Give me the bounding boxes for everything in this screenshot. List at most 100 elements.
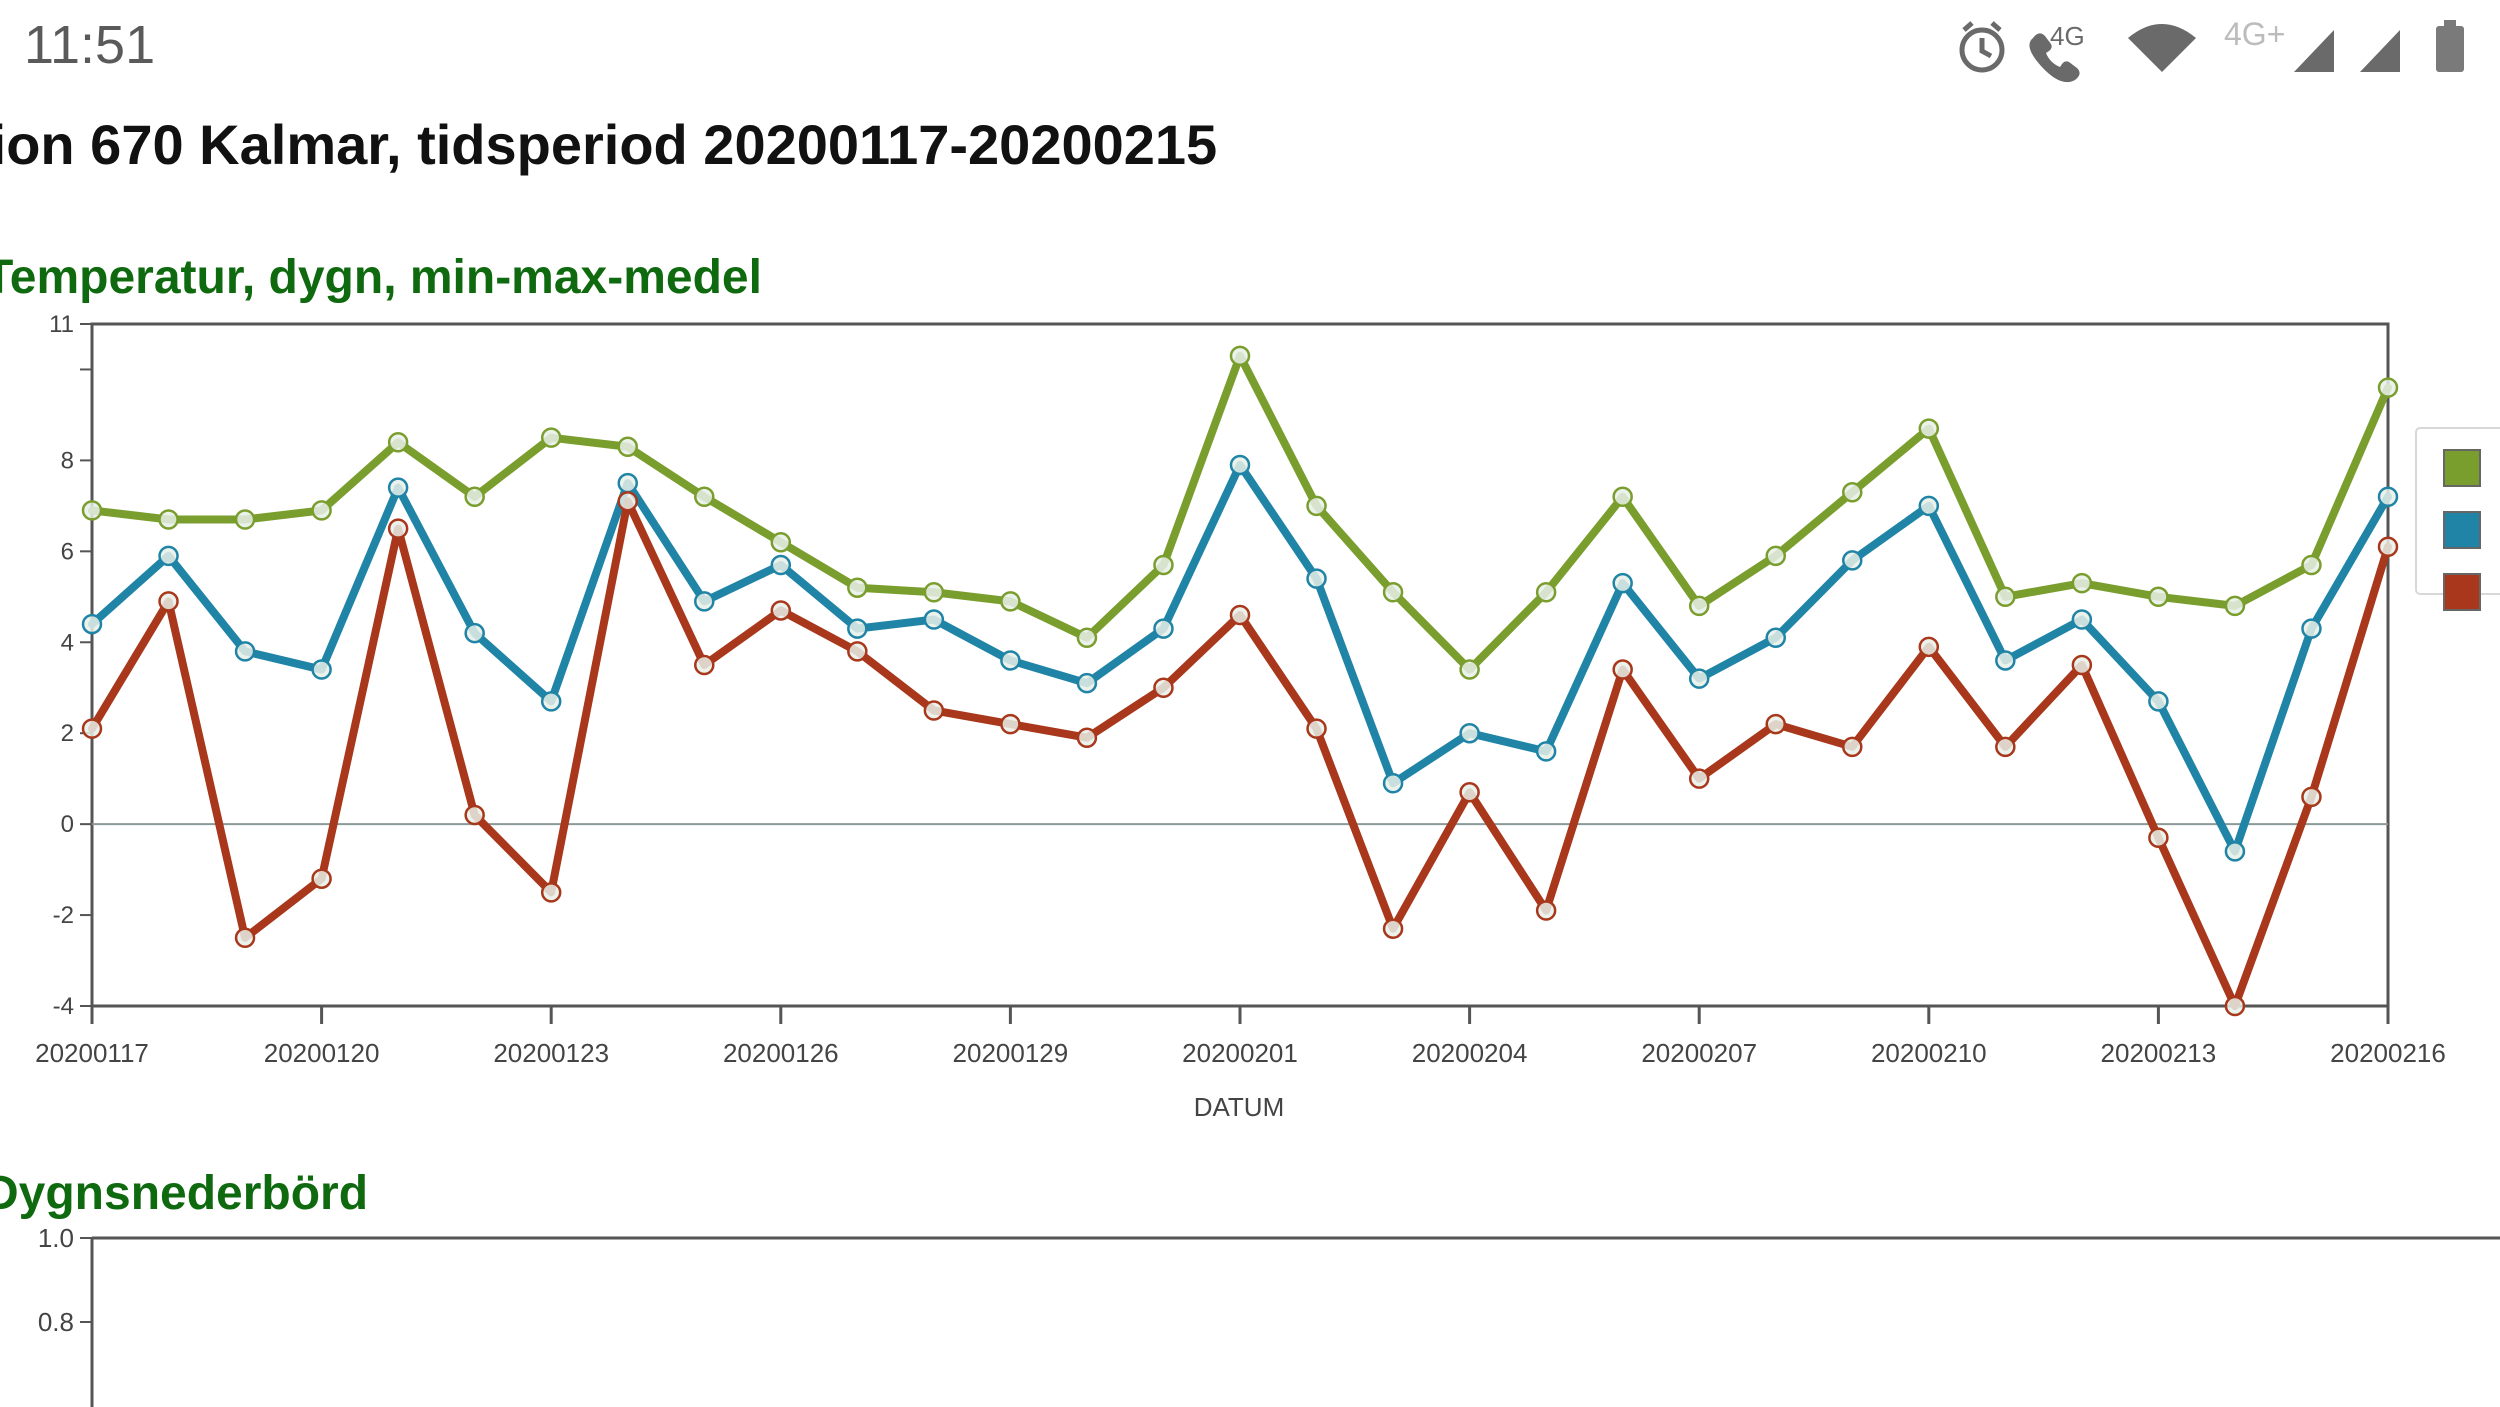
data-point: [2377, 377, 2399, 398]
data-point: [1000, 650, 1021, 671]
temperature-legend: [2415, 427, 2500, 611]
precipitation-chart-title: Dygnsnederbörd: [0, 1167, 369, 1220]
signal-icon: [2294, 30, 2334, 72]
y-tick-label: -4: [53, 993, 74, 1020]
data-point: [311, 500, 332, 521]
data-point: [2148, 827, 2169, 849]
data-point: [387, 518, 409, 539]
data-point: [1459, 782, 1480, 803]
series-line: [88, 497, 2392, 1010]
data-point: [847, 618, 868, 639]
data-point: [1229, 604, 1251, 626]
data-point: [770, 531, 792, 553]
alarm-icon: [1959, 21, 2005, 73]
data-point: [1153, 677, 1174, 698]
data-point: [2224, 595, 2246, 617]
data-point: [387, 431, 409, 453]
data-point: [464, 622, 485, 644]
data-point: [1612, 659, 1633, 680]
x-tick-label: 20200204: [1412, 1038, 1528, 1068]
data-point: [1688, 768, 1710, 789]
data-point: [464, 486, 485, 508]
data-point: [923, 609, 945, 630]
data-point: [617, 436, 638, 458]
data-point: [617, 472, 638, 494]
data-point: [2071, 654, 2093, 676]
data-point: [2377, 536, 2399, 558]
data-point: [464, 804, 485, 826]
data-point: [1076, 627, 1098, 648]
data-point: [1382, 772, 1404, 794]
data-point: [2301, 554, 2322, 576]
y-tick-label: 6: [61, 538, 74, 565]
data-point: [81, 500, 103, 521]
data-point: [1842, 736, 1863, 758]
data-point: [1995, 650, 2016, 671]
x-tick-label: 20200216: [2330, 1038, 2446, 1068]
y-tick-label: 1.0: [38, 1223, 74, 1253]
y-tick-label: 8: [61, 447, 74, 474]
data-point: [2301, 618, 2322, 639]
data-point: [1306, 568, 1327, 589]
data-point: [1688, 668, 1710, 689]
data-point: [694, 654, 715, 676]
data-point: [2224, 995, 2246, 1017]
data-point: [311, 868, 332, 889]
network-label: 4G: [2050, 21, 2085, 51]
y-tick-label: 2: [61, 720, 74, 747]
data-point: [923, 582, 945, 603]
legend-swatch: [2443, 573, 2481, 611]
battery-icon: [2436, 20, 2464, 72]
data-point: [158, 545, 179, 567]
data-point: [2071, 609, 2093, 630]
data-point: [1382, 918, 1404, 939]
data-point: [1076, 672, 1098, 694]
data-point: [1765, 627, 1786, 648]
data-point: [1918, 495, 1940, 517]
data-point: [1842, 481, 1863, 503]
data-point: [2301, 786, 2322, 808]
page-title: tion 670 Kalmar, tidsperiod 20200117-202…: [0, 113, 1218, 176]
data-point: [81, 613, 103, 635]
x-tick-label: 20200126: [723, 1038, 839, 1068]
data-point: [770, 600, 792, 621]
data-point: [1535, 741, 1557, 762]
data-point: [158, 509, 179, 530]
data-point: [540, 882, 562, 903]
legend-swatch: [2443, 511, 2481, 549]
data-point: [540, 691, 562, 712]
data-point: [1153, 618, 1174, 639]
data-point: [2148, 691, 2169, 712]
data-point: [694, 591, 715, 612]
data-point: [1000, 713, 1021, 735]
data-point: [81, 718, 103, 739]
data-point: [1842, 550, 1863, 571]
temperature-series: [81, 345, 2399, 1017]
precipitation-axes: 1.0 0.8: [38, 1223, 2500, 1407]
status-bar: 11:51 4G 4G+: [0, 0, 2500, 100]
data-point: [617, 491, 638, 512]
data-point: [1535, 582, 1557, 603]
x-tick-label: 20200210: [1871, 1038, 1987, 1068]
x-axis-label: DATUM: [1194, 1092, 1285, 1122]
data-point: [1153, 554, 1174, 576]
data-point: [1229, 345, 1251, 367]
data-point: [1688, 595, 1710, 617]
y-tick-label: 0: [61, 811, 74, 838]
data-point: [1382, 582, 1404, 603]
data-point: [694, 486, 715, 508]
temperature-chart: -4 -2 0 2 4 6 8 11 20200117 20200120 20200123 20200…: [35, 311, 2500, 1122]
data-point: [1765, 545, 1786, 567]
y-tick-label: 4: [61, 629, 74, 656]
data-point: [1229, 454, 1251, 476]
data-point: [1076, 727, 1098, 748]
status-icons: 4G 4G+: [1959, 16, 2464, 83]
data-point: [387, 477, 409, 498]
data-point: [1765, 713, 1786, 735]
x-tick-label: 20200123: [493, 1038, 609, 1068]
data-point: [1000, 591, 1021, 612]
status-time: 11:51: [24, 15, 156, 75]
data-point: [2377, 486, 2399, 508]
data-point: [1459, 659, 1480, 680]
y-tick-label: 0.8: [38, 1307, 74, 1337]
